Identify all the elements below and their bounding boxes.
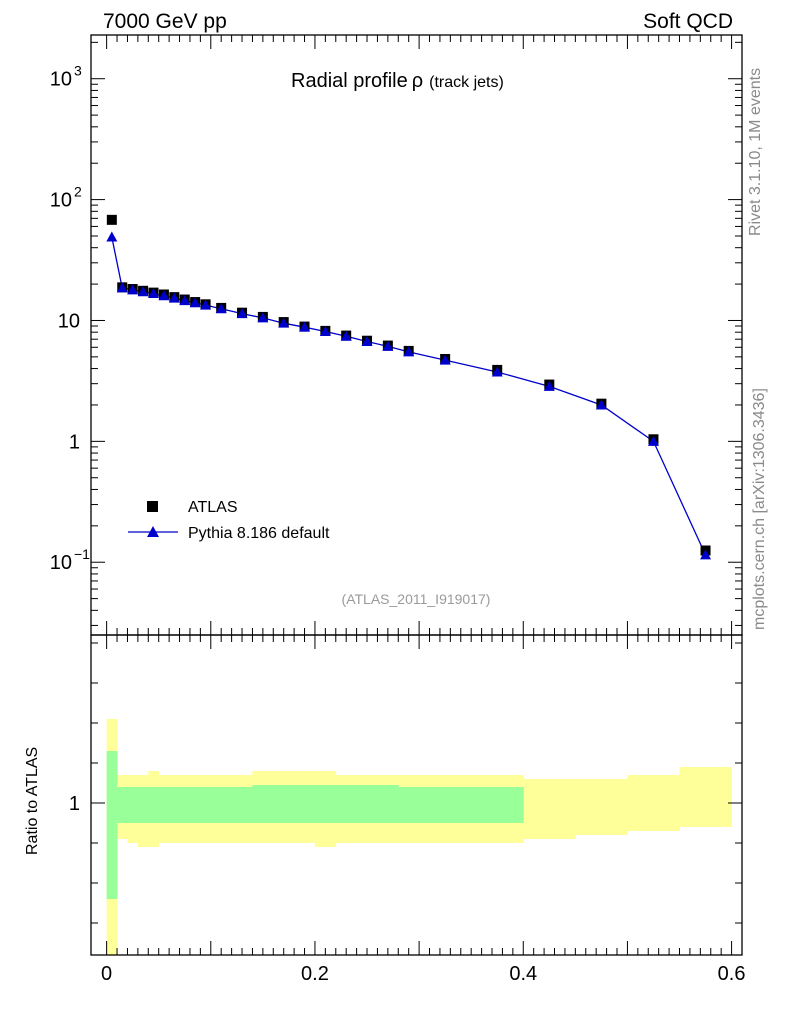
ratio-band-green xyxy=(398,787,420,823)
chart-title: Radial profile ρ (track jets) xyxy=(291,70,504,92)
ratio-y-label: Ratio to ATLAS xyxy=(24,747,41,855)
ratio-band-green xyxy=(117,787,128,823)
y-tick-base: 10 xyxy=(50,552,72,574)
ratio-band-green xyxy=(314,785,337,823)
ratio-band-green xyxy=(169,787,180,823)
x-tick-label: 0.6 xyxy=(718,963,746,985)
pythia-point xyxy=(168,292,180,303)
ratio-bands xyxy=(106,719,732,955)
pythia-point xyxy=(491,366,503,377)
pythia-point xyxy=(189,297,201,308)
pythia-point xyxy=(215,303,227,314)
pythia-point xyxy=(200,299,212,310)
ratio-band-green xyxy=(148,787,160,823)
y-tick-label: 1 xyxy=(69,431,80,453)
pythia-point xyxy=(319,326,331,337)
ratio-band-green xyxy=(137,787,149,823)
header-right-label: Soft QCD xyxy=(643,10,733,33)
ratio-band-yellow xyxy=(679,767,732,827)
pythia-point xyxy=(127,284,139,295)
header-left-label: 7000 GeV pp xyxy=(103,10,227,33)
main-data-layer xyxy=(106,214,712,560)
pythia-point xyxy=(595,399,607,410)
y-tick-exponent: 2 xyxy=(74,184,82,200)
pythia-point xyxy=(700,549,712,560)
ratio-band-green xyxy=(179,787,191,823)
pythia-point xyxy=(543,380,555,391)
pythia-point xyxy=(158,290,170,301)
pythia-point xyxy=(439,354,451,365)
pythia-point xyxy=(278,317,290,328)
pythia-point xyxy=(179,295,191,306)
x-tick-label: 0.2 xyxy=(301,963,329,985)
y-tick-label: 10 xyxy=(58,310,80,332)
ratio-band-green xyxy=(273,785,295,823)
atlas-point xyxy=(106,214,117,225)
pythia-point xyxy=(147,288,159,299)
ratio-band-green xyxy=(294,785,316,823)
ratio-band-yellow xyxy=(523,779,576,839)
legend-pythia-marker xyxy=(147,526,159,537)
ratio-band-green xyxy=(106,751,118,899)
ratio-band-green xyxy=(356,785,378,823)
ratio-band-green xyxy=(471,787,524,823)
pythia-point xyxy=(299,321,311,332)
pythia-point xyxy=(257,312,269,323)
y-tick-base: 10 xyxy=(50,69,72,91)
ratio-band-green xyxy=(158,787,170,823)
chart-title-text: Radial profile xyxy=(291,70,408,92)
ratio-band-green xyxy=(419,787,472,823)
ratio-band-yellow xyxy=(627,775,680,831)
main-frame xyxy=(90,34,743,636)
ratio-band-green xyxy=(200,787,212,823)
ratio-band-green xyxy=(252,785,274,823)
ratio-axis-ticks: 1 0 0.2 0.4 0.6 xyxy=(69,635,746,985)
analysis-tag: (ATLAS_2011_I919017) xyxy=(342,591,491,607)
pythia-point xyxy=(340,330,352,341)
side-label-mcplots: mcplots.cern.ch [arXiv:1306.3436] xyxy=(751,388,768,630)
legend-atlas-label: ATLAS xyxy=(188,499,238,516)
y-tick-base: 1 xyxy=(69,431,80,453)
y-tick-label: 10 xyxy=(50,552,72,574)
pythia-point xyxy=(382,340,394,351)
ratio-frame xyxy=(90,634,743,956)
ratio-band-green xyxy=(127,787,139,823)
chart-title-suffix: (track jets) xyxy=(429,74,504,91)
y-tick-base: 10 xyxy=(58,310,80,332)
ratio-band-green xyxy=(335,785,358,823)
side-label-rivet: Rivet 3.1.10, 1M events xyxy=(747,68,764,236)
legend-pythia-label: Pythia 8.186 default xyxy=(188,525,330,542)
ratio-band-green xyxy=(231,787,253,823)
x-tick-label: 0.4 xyxy=(509,963,537,985)
y-tick-exponent: −1 xyxy=(74,546,90,562)
x-tick-label: 0 xyxy=(101,963,112,985)
y-tick-exponent: 3 xyxy=(74,63,82,79)
pythia-point xyxy=(647,435,659,446)
pythia-point xyxy=(236,308,248,319)
pythia-point xyxy=(361,335,373,346)
y-tick-label: 10 xyxy=(50,190,72,212)
ratio-band-green xyxy=(189,787,201,823)
pythia-point xyxy=(106,231,118,242)
y-tick-base: 10 xyxy=(50,190,72,212)
chart-title-symbol: ρ xyxy=(412,70,423,92)
pythia-point xyxy=(137,286,149,297)
y-tick-label: 10 xyxy=(50,69,72,91)
legend-atlas-marker xyxy=(147,501,158,512)
ratio-y-tick-label: 1 xyxy=(69,793,80,815)
ratio-band-green xyxy=(210,787,233,823)
legend: ATLAS Pythia 8.186 default xyxy=(128,499,330,542)
pythia-point xyxy=(116,282,128,293)
pythia-point xyxy=(403,346,415,357)
ratio-band-yellow xyxy=(575,779,628,835)
ratio-band-green xyxy=(377,785,399,823)
ratio-panel: 1 0 0.2 0.4 0.6 Ratio to ATLAS xyxy=(24,634,746,985)
